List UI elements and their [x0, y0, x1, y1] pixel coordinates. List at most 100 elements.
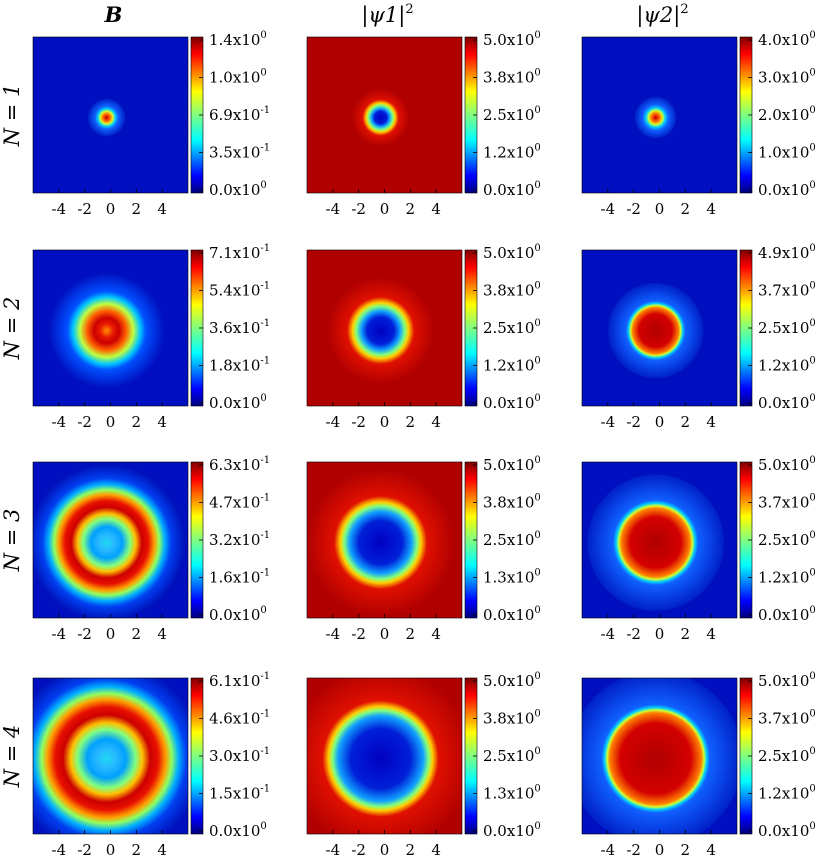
- heatmap-panel: -4 -2 0 2 4 5.0x100 3.7x100 2.5x100 1.2x100 0.0x1…: [581, 671, 816, 859]
- x-tick-label: 0: [380, 841, 390, 859]
- heatmap-field: [608, 283, 704, 379]
- colorbar-tick-label: 2.5x100: [483, 318, 541, 337]
- x-tick-label: -2: [351, 413, 366, 431]
- colorbar-tick-label: 2.5x100: [758, 318, 816, 337]
- x-tick-label: 0: [380, 413, 390, 431]
- heatmap-panel: -4 -2 0 2 4 5.0x100 3.7x100 2.5x100 1.2x100 0.0x1…: [581, 455, 816, 643]
- colorbar-tick-label: 1.2x100: [483, 356, 541, 375]
- x-tick-label: 4: [157, 413, 167, 431]
- heatmap-field: [33, 464, 186, 618]
- heatmap-field: [48, 272, 165, 389]
- x-tick-label: -2: [626, 841, 641, 859]
- x-tick-label: 2: [132, 625, 142, 643]
- colorbar-tick-label: 0.0x100: [483, 180, 541, 199]
- colorbar-tick-label: 0.0x100: [209, 605, 267, 624]
- colorbar-tick-label: 1.3x100: [483, 784, 541, 803]
- x-tick-label: 4: [706, 841, 716, 859]
- colorbar-tick-label: 1.2x100: [483, 143, 541, 162]
- x-tick-label: 0: [106, 841, 116, 859]
- colorbar-tick-label: 1.2x100: [758, 784, 816, 803]
- x-tick-label: 4: [706, 625, 716, 643]
- colorbar-tick-label: 4.6x10-1: [209, 709, 270, 728]
- row-label: N = 1: [0, 84, 24, 148]
- x-tick-label: -2: [77, 200, 92, 218]
- x-tick-label: 0: [106, 625, 116, 643]
- x-tick-label: 2: [406, 200, 416, 218]
- heatmap-field: [582, 678, 737, 834]
- colorbar-tick-label: 0.0x100: [483, 605, 541, 624]
- x-tick-label: -4: [326, 625, 341, 643]
- x-tick-label: 2: [681, 200, 691, 218]
- colorbar-tick-label: 0.0x100: [483, 393, 541, 412]
- x-tick-label: -4: [601, 200, 616, 218]
- heatmap-panel: -4 -2 0 2 4 5.0x100 3.8x100 2.5x100 1.2x100 0.0x1…: [306, 30, 541, 218]
- heatmap-field: [307, 678, 462, 834]
- x-tick-label: -2: [626, 413, 641, 431]
- heatmap-field: [33, 678, 188, 834]
- x-tick-label: -4: [326, 841, 341, 859]
- x-tick-label: 2: [681, 625, 691, 643]
- x-tick-label: 2: [681, 841, 691, 859]
- x-tick-label: 4: [431, 200, 441, 218]
- x-tick-label: -2: [351, 200, 366, 218]
- colorbar-tick-label: 3.0x10-1: [209, 746, 270, 765]
- x-tick-label: 0: [655, 841, 665, 859]
- colorbar-tick-label: 0.0x100: [758, 393, 816, 412]
- x-tick-label: 2: [132, 413, 142, 431]
- x-tick-label: 2: [132, 200, 142, 218]
- colorbar-tick-label: 2.5x100: [483, 746, 541, 765]
- colorbar-tick-label: 4.9x100: [758, 243, 816, 262]
- colorbar-tick-label: 6.3x10-1: [209, 455, 270, 474]
- colorbar-tick-label: 1.2x100: [758, 356, 816, 375]
- x-tick-label: -2: [351, 625, 366, 643]
- colorbar-tick-label: 3.2x10-1: [209, 530, 270, 549]
- colorbar-tick-label: 7.1x10-1: [209, 243, 270, 262]
- colorbar-tick-label: 5.0x100: [758, 455, 816, 474]
- heatmap-panel: -4 -2 0 2 4 7.1x10-1 5.4x10-1 3.6x10-1 1.8x10-1 0…: [32, 243, 270, 431]
- colorbar-tick-label: 1.8x10-1: [209, 356, 270, 375]
- x-tick-label: -4: [52, 841, 67, 859]
- colorbar-tick-label: 1.4x100: [209, 30, 267, 49]
- x-tick-label: 2: [406, 625, 416, 643]
- colorbar-tick-label: 1.6x10-1: [209, 568, 270, 587]
- x-tick-label: -4: [52, 625, 67, 643]
- colorbar-tick-label: 2.5x100: [758, 530, 816, 549]
- heatmap-field: [326, 276, 435, 385]
- x-tick-label: 4: [706, 413, 716, 431]
- x-tick-label: 0: [106, 200, 116, 218]
- colorbar-tick-label: 1.0x100: [758, 143, 816, 162]
- x-tick-label: 0: [655, 625, 665, 643]
- x-tick-label: 4: [157, 625, 167, 643]
- colorbar-tick-label: 3.7x100: [758, 493, 816, 512]
- x-tick-label: -4: [326, 413, 341, 431]
- colorbar-tick-label: 3.8x100: [483, 493, 541, 512]
- heatmap-panel: -4 -2 0 2 4 6.3x10-1 4.7x10-1 3.2x10-1 1.6x10-1 0…: [32, 455, 270, 643]
- x-tick-label: 4: [157, 200, 167, 218]
- x-tick-label: -2: [77, 625, 92, 643]
- colorbar-tick-label: 2.5x100: [483, 105, 541, 124]
- x-tick-label: 0: [106, 413, 116, 431]
- colorbar-tick-label: 2.0x100: [758, 105, 816, 124]
- x-tick-label: 0: [380, 625, 390, 643]
- x-tick-label: 4: [157, 841, 167, 859]
- x-tick-label: 2: [132, 841, 142, 859]
- column-header-B: B: [104, 2, 123, 27]
- x-tick-label: 2: [681, 413, 691, 431]
- colorbar-tick-label: 3.6x10-1: [209, 318, 270, 337]
- x-tick-label: 2: [406, 413, 416, 431]
- heatmap-field: [88, 98, 126, 137]
- heatmap-field: [351, 88, 410, 147]
- colorbar-tick-label: 4.7x10-1: [209, 493, 270, 512]
- x-tick-label: -2: [351, 841, 366, 859]
- x-tick-label: 4: [431, 841, 441, 859]
- colorbar-tick-label: 0.0x100: [483, 821, 541, 840]
- heatmap-panel: -4 -2 0 2 4 5.0x100 3.8x100 2.5x100 1.2x100 0.0x1…: [306, 243, 541, 431]
- colorbar-tick-label: 3.7x100: [758, 709, 816, 728]
- colorbar-tick-label: 1.5x10-1: [209, 784, 270, 803]
- x-tick-label: -4: [326, 200, 341, 218]
- x-tick-label: -4: [52, 413, 67, 431]
- heatmap-panel: -4 -2 0 2 4 1.4x100 1.0x100 6.9x10-1 3.5x10-1 0.0…: [32, 30, 270, 218]
- heatmap-panel: -4 -2 0 2 4 5.0x100 3.8x100 2.5x100 1.3x100 0.0x1…: [306, 671, 541, 859]
